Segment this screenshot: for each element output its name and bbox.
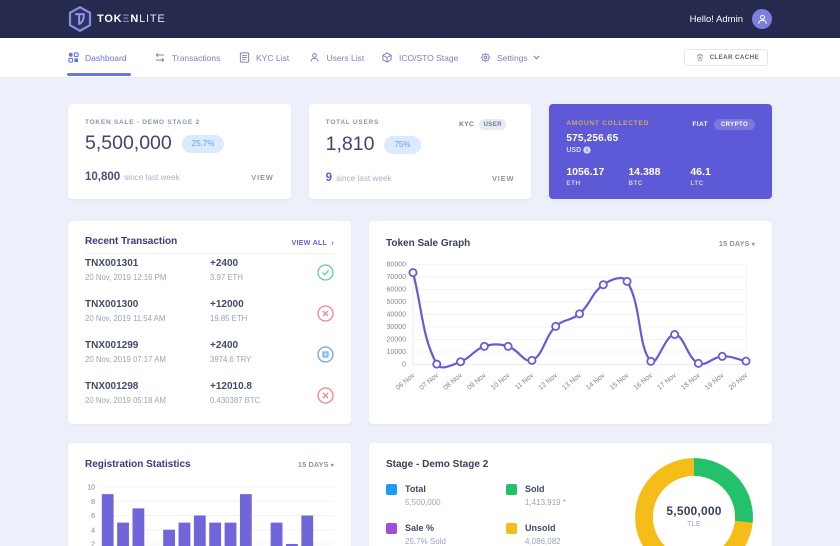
svg-text:14 Nov: 14 Nov	[585, 372, 607, 392]
svg-text:4: 4	[91, 527, 95, 534]
svg-text:30000: 30000	[387, 324, 407, 331]
svg-text:20000: 20000	[387, 336, 407, 343]
svg-text:12 Nov: 12 Nov	[538, 372, 560, 392]
svg-text:18 Nov: 18 Nov	[680, 372, 702, 392]
svg-text:40000: 40000	[387, 311, 407, 318]
svg-text:17 Nov: 17 Nov	[656, 372, 678, 392]
svg-text:15 Nov: 15 Nov	[609, 372, 631, 392]
svg-text:2: 2	[91, 542, 95, 546]
svg-text:6: 6	[91, 513, 95, 520]
svg-text:8: 8	[91, 499, 95, 506]
svg-text:10 Nov: 10 Nov	[490, 372, 512, 392]
svg-text:60000: 60000	[387, 286, 407, 293]
svg-text:07 Nov: 07 Nov	[419, 372, 441, 392]
svg-text:50000: 50000	[387, 299, 407, 306]
svg-text:08 Nov: 08 Nov	[442, 372, 464, 392]
svg-text:06 Nov: 06 Nov	[395, 372, 417, 392]
svg-text:19 Nov: 19 Nov	[704, 372, 726, 392]
svg-text:16 Nov: 16 Nov	[633, 372, 655, 392]
svg-text:10000: 10000	[387, 349, 407, 356]
svg-text:80000: 80000	[387, 261, 407, 268]
svg-text:09 Nov: 09 Nov	[466, 372, 488, 392]
svg-text:13 Nov: 13 Nov	[561, 372, 583, 392]
svg-text:20 Nov: 20 Nov	[728, 372, 750, 392]
svg-text:0: 0	[402, 361, 406, 368]
svg-text:11 Nov: 11 Nov	[514, 372, 535, 392]
svg-text:70000: 70000	[387, 274, 407, 281]
svg-text:10: 10	[87, 485, 95, 492]
